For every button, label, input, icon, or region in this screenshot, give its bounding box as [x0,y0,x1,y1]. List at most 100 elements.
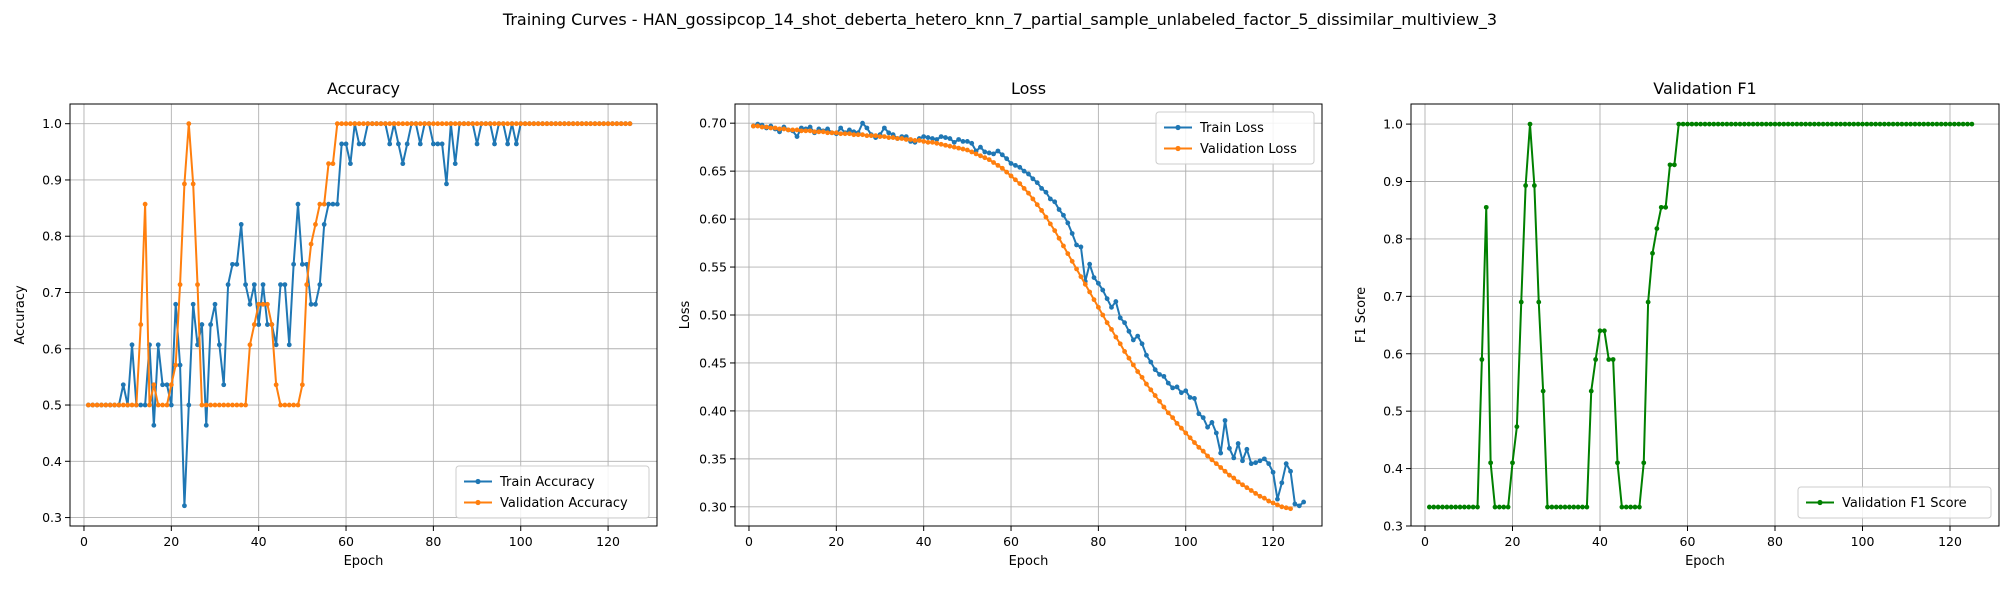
y-tick-label: 0.65 [699,164,727,179]
data-point [190,301,196,307]
data-point [1095,280,1101,286]
data-point [1235,441,1241,446]
data-point [203,402,209,408]
data-point [973,151,979,157]
series-train-loss [750,120,1307,509]
data-point [1545,504,1550,510]
data-point [1161,373,1167,379]
x-tick-label: 80 [425,534,441,549]
legend-box [1155,111,1315,165]
y-tick-label: 0.7 [1383,289,1403,304]
y-tick-label: 0.35 [699,451,727,466]
data-point [203,422,209,428]
data-point [1052,199,1058,205]
data-point [120,382,126,388]
y-tick-label: 0.40 [699,403,727,418]
data-point [1501,504,1507,510]
data-point [1113,299,1119,304]
data-point [1218,465,1224,470]
y-tick-label: 1.0 [1383,117,1403,132]
data-point [851,132,857,138]
data-point [951,144,957,150]
panel-validation-f1-title: Validation F1 [1653,79,1756,98]
data-point [291,261,297,267]
legend-swatch-marker [475,499,481,506]
data-point [1117,341,1123,347]
data-point [234,261,240,267]
data-point [1240,482,1245,488]
legend-label: Train Loss [1199,121,1264,136]
data-point [1165,410,1171,416]
data-point [999,165,1005,171]
data-point [1275,496,1280,502]
data-point [173,362,179,368]
data-point [1667,162,1673,168]
data-point [308,241,314,247]
data-point [1435,504,1441,510]
data-point [1798,121,1804,127]
y-tick-label: 0.9 [42,172,62,187]
legend-label: Train Accuracy [499,475,595,490]
data-point [1746,121,1752,127]
data-point [1144,352,1149,358]
data-point [1650,250,1655,256]
x-tick-label: 20 [828,534,844,549]
data-point [505,121,511,127]
x-tick-label: 100 [509,534,533,549]
panel-loss-legend: Train Loss Validation Loss [1155,111,1315,165]
data-point [1082,281,1088,287]
data-point [1606,357,1612,362]
data-point [601,121,607,127]
data-point [1750,121,1756,127]
data-point [208,402,214,408]
data-point [1601,328,1607,334]
data-point [1558,504,1564,510]
data-point [1947,121,1953,127]
data-point [1645,299,1651,305]
data-point [1004,169,1010,175]
data-point [216,402,222,408]
data-point [1253,490,1259,496]
data-point [1213,430,1219,436]
data-point [1231,475,1237,481]
data-point [422,121,428,127]
data-point [881,125,887,131]
data-point [1253,460,1259,466]
data-point [112,402,117,408]
data-point [378,121,384,127]
legend-swatch-marker [475,478,481,485]
data-point [212,301,218,307]
data-point [1104,296,1110,302]
data-point [1873,121,1879,127]
data-point [1209,457,1215,463]
data-point [339,141,345,147]
data-point [1886,121,1892,127]
data-point [1266,461,1272,467]
y-tick-label: 0.45 [699,355,727,370]
data-point [943,142,948,148]
data-point [147,402,152,408]
data-point [487,121,493,127]
data-point [1205,453,1210,459]
data-point [1183,388,1189,394]
data-point [1549,504,1555,510]
data-point [452,161,458,167]
data-point [1934,121,1940,127]
data-point [225,402,231,408]
data-point [265,301,270,307]
data-point [1135,369,1141,374]
data-point [991,160,996,165]
data-point [1689,121,1695,127]
data-point [557,121,563,127]
data-point [969,140,975,146]
data-point [1921,121,1927,127]
data-point [1938,121,1944,127]
data-point [1026,171,1031,177]
data-point [1034,202,1040,208]
data-point [1052,228,1058,234]
data-point [1829,121,1835,127]
data-point [1004,156,1010,162]
panel-accuracy: 0 20 40 60 80 100 120 0.3 0.4 0.5 0.6 0.7 0.8 0.9 1.0 A… [13,79,658,569]
data-point [1061,212,1066,218]
data-point [99,402,104,408]
